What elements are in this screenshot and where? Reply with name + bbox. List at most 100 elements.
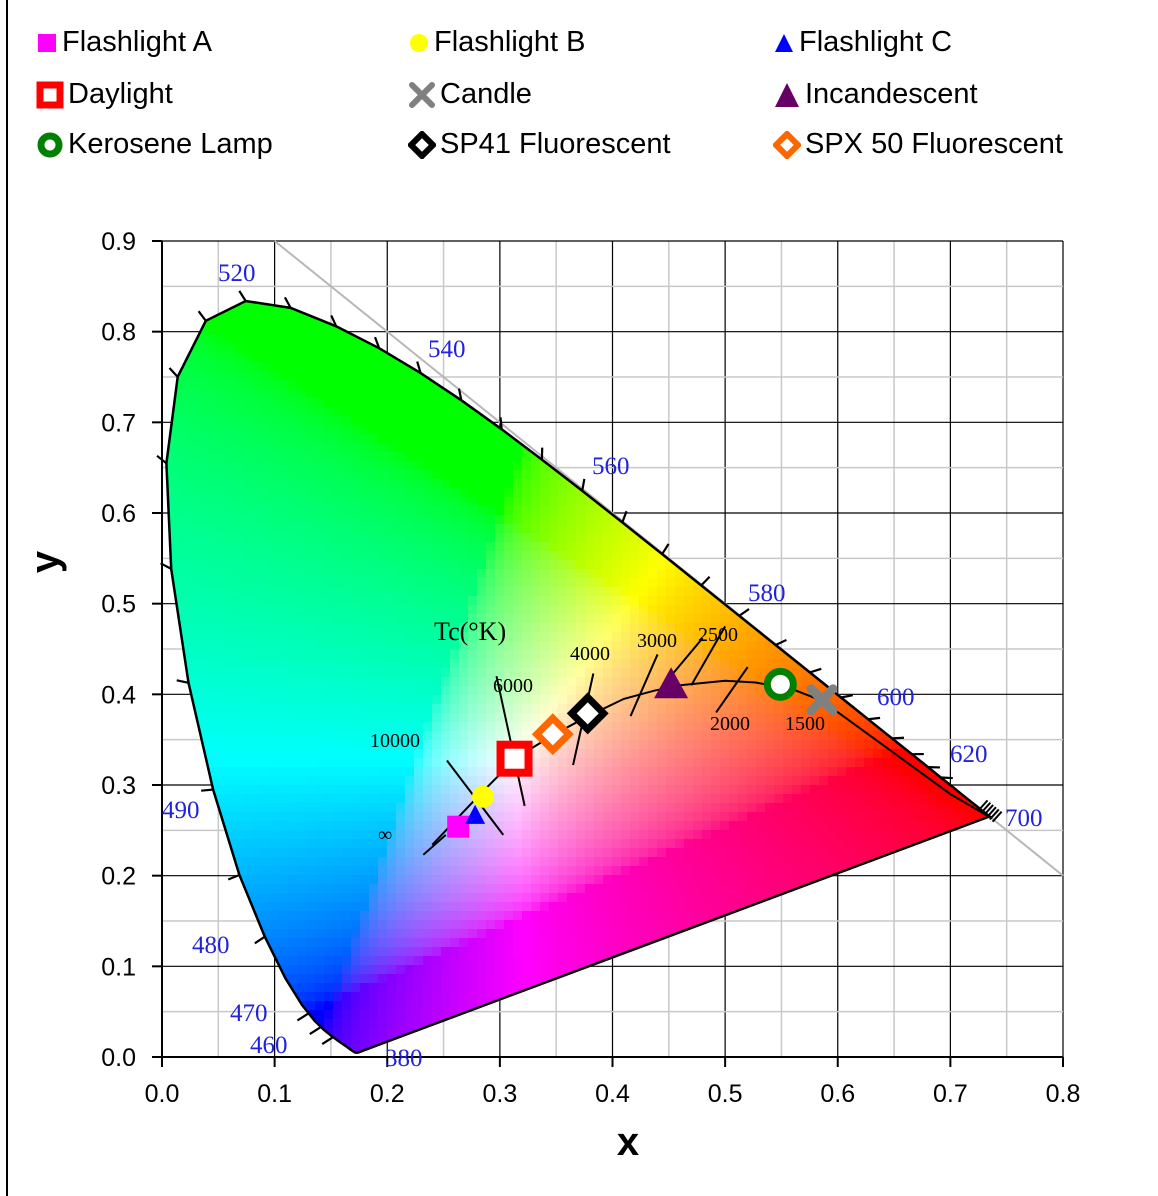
color-cell <box>306 830 316 840</box>
color-cell <box>342 686 352 696</box>
color-cell <box>342 380 352 390</box>
color-cell <box>324 362 334 372</box>
color-cell <box>387 353 397 363</box>
color-cell <box>306 371 316 381</box>
color-cell <box>585 497 595 507</box>
color-cell <box>396 533 406 543</box>
color-cell <box>207 911 217 921</box>
color-cell <box>306 929 316 939</box>
color-cell <box>513 479 523 489</box>
color-cell <box>324 488 334 498</box>
color-cell <box>207 1028 217 1038</box>
color-cell <box>504 398 514 408</box>
color-cell <box>522 488 532 498</box>
color-cell <box>252 803 262 813</box>
color-cell <box>639 686 649 696</box>
color-cell <box>360 506 370 516</box>
color-cell <box>666 911 676 921</box>
color-cell <box>531 965 541 975</box>
color-cell <box>324 443 334 453</box>
color-cell <box>468 839 478 849</box>
color-cell <box>351 785 361 795</box>
color-cell <box>504 893 514 903</box>
color-cell <box>297 794 307 804</box>
color-cell <box>252 902 262 912</box>
color-cell <box>369 380 379 390</box>
color-cell <box>450 443 460 453</box>
color-cell <box>648 983 658 993</box>
color-cell <box>261 641 271 651</box>
color-cell <box>360 371 370 381</box>
color-cell <box>621 560 631 570</box>
color-cell <box>477 866 487 876</box>
color-cell <box>252 569 262 579</box>
color-cell <box>414 677 424 687</box>
color-cell <box>432 983 442 993</box>
color-cell <box>324 650 334 660</box>
color-cell <box>252 542 262 552</box>
color-cell <box>351 362 361 372</box>
color-cell <box>459 569 469 579</box>
color-cell <box>405 974 415 984</box>
color-cell <box>459 767 469 777</box>
color-cell <box>639 722 649 732</box>
color-cell <box>603 848 613 858</box>
color-cell <box>180 1019 190 1029</box>
color-cell <box>360 326 370 336</box>
color-cell <box>333 965 343 975</box>
color-cell <box>171 974 181 984</box>
color-cell <box>612 344 622 354</box>
color-cell <box>585 857 595 867</box>
color-cell <box>288 326 298 336</box>
color-cell <box>378 974 388 984</box>
color-cell <box>477 596 487 606</box>
color-cell <box>360 497 370 507</box>
color-cell <box>513 785 523 795</box>
color-cell <box>216 515 226 525</box>
color-cell <box>279 578 289 588</box>
color-cell <box>315 695 325 705</box>
color-cell <box>522 452 532 462</box>
color-cell <box>549 704 559 714</box>
color-cell <box>468 425 478 435</box>
color-cell <box>324 713 334 723</box>
color-cell <box>540 623 550 633</box>
color-cell <box>468 326 478 336</box>
color-cell <box>612 839 622 849</box>
color-cell <box>279 920 289 930</box>
color-cell <box>522 776 532 786</box>
legend-marker-icon <box>37 132 63 157</box>
color-cell <box>252 956 262 966</box>
color-cell <box>243 686 253 696</box>
color-cell <box>261 542 271 552</box>
color-cell <box>279 884 289 894</box>
color-cell <box>468 335 478 345</box>
color-cell <box>585 1001 595 1011</box>
color-cell <box>342 632 352 642</box>
color-cell <box>234 389 244 399</box>
color-cell <box>351 722 361 732</box>
color-cell <box>270 875 280 885</box>
color-cell <box>414 290 424 300</box>
color-cell <box>450 416 460 426</box>
color-cell <box>225 614 235 624</box>
color-cell <box>216 434 226 444</box>
color-cell <box>450 1019 460 1029</box>
color-cell <box>360 830 370 840</box>
color-cell <box>342 335 352 345</box>
color-cell <box>378 920 388 930</box>
color-cell <box>531 506 541 516</box>
color-cell <box>486 569 496 579</box>
color-cell <box>504 506 514 516</box>
color-cell <box>468 740 478 750</box>
color-cell <box>297 947 307 957</box>
color-cell <box>576 301 586 309</box>
color-cell <box>396 479 406 489</box>
color-cell <box>549 1046 559 1053</box>
color-cell <box>567 614 577 624</box>
color-cell <box>342 317 352 327</box>
color-cell <box>378 578 388 588</box>
color-cell <box>495 443 505 453</box>
color-cell <box>288 434 298 444</box>
color-cell <box>306 344 316 354</box>
